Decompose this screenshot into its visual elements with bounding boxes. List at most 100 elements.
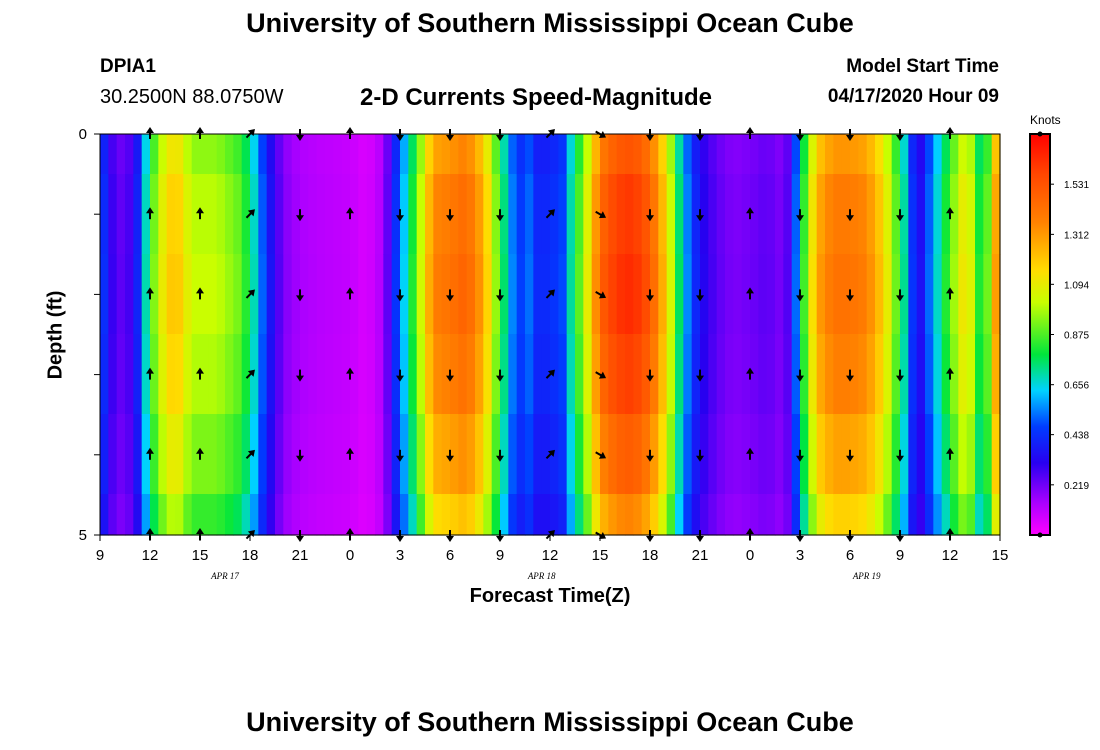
heatmap-cell [300, 494, 309, 536]
heatmap-cell [283, 254, 293, 335]
heatmap-cell [983, 134, 993, 175]
heatmap-cell [200, 494, 209, 536]
heatmap-cell [533, 494, 543, 536]
heatmap-cell [383, 494, 393, 536]
heatmap-cell [775, 174, 784, 255]
heatmap-cell [766, 134, 776, 175]
current-vector-arrow [296, 209, 304, 222]
heatmap-cell [450, 134, 459, 175]
heatmap-cell [283, 494, 293, 536]
heatmap-cell [491, 254, 501, 335]
current-vector-arrow [296, 289, 304, 302]
heatmap-cell [675, 494, 684, 536]
heatmap-cell [691, 254, 701, 335]
heatmap-cell [991, 414, 1001, 495]
heatmap-cell [175, 494, 184, 536]
heatmap-cell [808, 414, 818, 495]
x-tick-label: 15 [192, 547, 209, 564]
heatmap-cell [283, 414, 293, 495]
heatmap-cell [891, 174, 901, 255]
current-vector-arrow [396, 369, 404, 382]
heatmap-cell [291, 254, 301, 335]
heatmap-cell [758, 134, 768, 175]
heatmap-cell [908, 494, 918, 536]
current-vector-arrow [595, 130, 607, 138]
heatmap-cell [775, 494, 784, 536]
heatmap-cell [166, 494, 176, 536]
heatmap-cell [375, 494, 384, 536]
heatmap-cell [641, 254, 651, 335]
heatmap-cell [450, 174, 459, 255]
x-axis-label: Forecast Time(Z) [469, 585, 631, 607]
heatmap-cell [533, 174, 543, 255]
heatmap-cell [691, 334, 701, 415]
heatmap-cell [858, 134, 868, 175]
current-vector-arrow [146, 207, 154, 220]
heatmap-cell [200, 174, 209, 255]
heatmap-cell [933, 134, 943, 175]
heatmap-cell [141, 494, 151, 536]
heatmap-cell [791, 134, 801, 175]
heatmap-cell [558, 334, 568, 415]
heatmap-cell [708, 254, 718, 335]
heatmap-cell [800, 134, 809, 175]
heatmap-cell [525, 334, 534, 415]
heatmap-cell [558, 254, 568, 335]
heatmap-cell [658, 134, 668, 175]
heatmap-cell [591, 334, 601, 415]
heatmap-cell [675, 414, 684, 495]
heatmap-cell [566, 134, 576, 175]
heatmap-cell [716, 254, 726, 335]
heatmap-cell [350, 494, 359, 536]
heatmap-cell [675, 134, 684, 175]
heatmap-cell [166, 414, 176, 495]
footer-title: University of Southern Mississippi Ocean… [246, 707, 854, 737]
heatmap-cell [841, 134, 851, 175]
heatmap-cell [550, 494, 559, 536]
heatmap-cell [800, 174, 809, 255]
colorbar-tick-label: 0.219 [1064, 481, 1089, 492]
heatmap-cell [341, 174, 351, 255]
heatmap-cell [325, 174, 334, 255]
heatmap-cell [300, 254, 309, 335]
heatmap-cell [633, 334, 643, 415]
colorbar-tick-label: 1.312 [1064, 230, 1089, 241]
heatmap-cell [358, 254, 368, 335]
heatmap-cell [366, 494, 376, 536]
current-vector-arrow [545, 369, 555, 379]
heatmap-cell [466, 174, 476, 255]
heatmap-cell [275, 254, 284, 335]
heatmap-cell [950, 174, 959, 255]
heatmap-cell [908, 334, 918, 415]
heatmap-cell [458, 334, 468, 415]
current-vector-arrow [396, 129, 404, 141]
heatmap-cell [825, 134, 834, 175]
heatmap-cell [225, 254, 234, 335]
heatmap-cell [983, 494, 993, 536]
heatmap-cell [883, 254, 893, 335]
heatmap-cell [325, 134, 334, 175]
current-vector-arrow [196, 207, 204, 220]
heatmap-cell [608, 134, 618, 175]
heatmap-cell [391, 134, 401, 175]
heatmap-cell [233, 494, 243, 536]
heatmap-cell [375, 334, 384, 415]
heatmap-cell [533, 414, 543, 495]
heatmap-cell [775, 334, 784, 415]
heatmap-cell [250, 174, 259, 255]
heatmap-cell [683, 334, 693, 415]
heatmap-cell [816, 334, 826, 415]
heatmap-cell [175, 174, 184, 255]
x-tick-label: 6 [446, 547, 454, 564]
heatmap-cell [141, 254, 151, 335]
heatmap-cell [408, 494, 418, 536]
heatmap-cell [566, 414, 576, 495]
heatmap-cell [966, 174, 976, 255]
current-vector-arrow [245, 369, 255, 379]
heatmap-cell [883, 134, 893, 175]
heatmap-cell [708, 334, 718, 415]
current-vector-arrow [346, 207, 354, 220]
heatmap-cell [833, 334, 843, 415]
heatmap-cell [591, 174, 601, 255]
heatmap-cell [925, 254, 934, 335]
